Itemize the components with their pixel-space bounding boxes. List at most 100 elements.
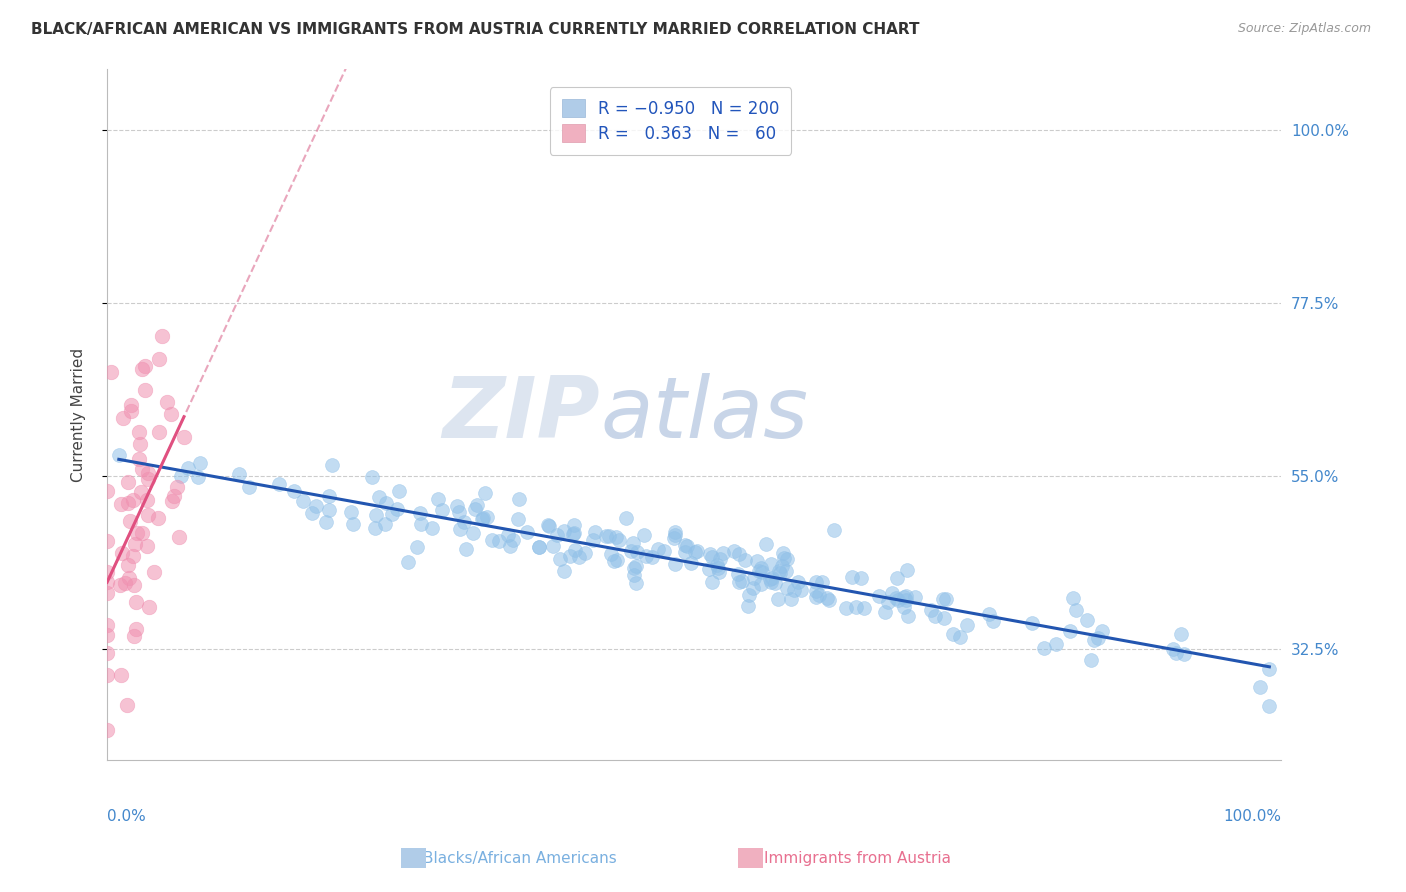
Point: [1064, 603, 1087, 617]
Point: [340, 505, 363, 519]
Point: [769, 566, 792, 581]
Point: [267, 477, 290, 491]
Point: [134, 359, 156, 374]
Point: [117, 558, 139, 573]
Point: [110, 497, 132, 511]
Point: [553, 564, 575, 578]
Point: [956, 617, 979, 632]
Point: [315, 515, 337, 529]
Point: [758, 572, 780, 586]
Point: [707, 566, 730, 580]
Point: [117, 475, 139, 490]
Point: [527, 540, 550, 554]
Point: [118, 514, 141, 528]
Point: [780, 592, 803, 607]
Point: [1021, 615, 1043, 630]
Point: [789, 583, 811, 598]
Point: [128, 425, 150, 439]
Point: [472, 511, 495, 525]
Point: [363, 521, 385, 535]
Point: [100, 365, 122, 379]
Point: [1033, 641, 1056, 656]
Point: [496, 528, 519, 542]
Point: [464, 502, 486, 516]
Point: [606, 552, 628, 566]
Point: [709, 552, 731, 566]
Point: [738, 588, 761, 602]
Point: [623, 536, 645, 550]
Point: [884, 591, 907, 605]
Point: [979, 607, 1001, 621]
Point: [128, 451, 150, 466]
Point: [697, 562, 720, 576]
Text: 100.0%: 100.0%: [1223, 809, 1281, 824]
Point: [131, 485, 153, 500]
Point: [110, 668, 132, 682]
Point: [699, 547, 721, 561]
Point: [652, 544, 675, 558]
Point: [305, 499, 328, 513]
Point: [787, 574, 810, 589]
Point: [806, 591, 828, 605]
Point: [96, 618, 118, 632]
Point: [749, 561, 772, 575]
Point: [461, 526, 484, 541]
Point: [759, 574, 782, 589]
Point: [375, 496, 398, 510]
Point: [623, 567, 645, 582]
Point: [150, 328, 173, 343]
Point: [605, 530, 627, 544]
Point: [108, 448, 131, 462]
Point: [745, 554, 768, 568]
Point: [124, 578, 146, 592]
Point: [673, 545, 696, 559]
Point: [776, 582, 799, 596]
Point: [156, 395, 179, 409]
Text: BLACK/AFRICAN AMERICAN VS IMMIGRANTS FROM AUSTRIA CURRENTLY MARRIED CORRELATION : BLACK/AFRICAN AMERICAN VS IMMIGRANTS FRO…: [31, 22, 920, 37]
Point: [131, 362, 153, 376]
Point: [868, 589, 890, 603]
Point: [818, 593, 841, 607]
Point: [136, 539, 159, 553]
Point: [471, 512, 494, 526]
Point: [623, 561, 645, 575]
Point: [886, 571, 908, 585]
Point: [449, 522, 471, 536]
Point: [238, 480, 260, 494]
Point: [508, 492, 530, 507]
Point: [187, 469, 209, 483]
Point: [772, 550, 794, 565]
Point: [741, 581, 763, 595]
Point: [160, 494, 183, 508]
Point: [120, 398, 142, 412]
Point: [143, 565, 166, 579]
Point: [841, 570, 863, 584]
Point: [815, 591, 838, 606]
Point: [96, 646, 118, 660]
Point: [574, 546, 596, 560]
Point: [134, 384, 156, 398]
Point: [737, 599, 759, 613]
Point: [614, 510, 637, 524]
Point: [851, 571, 873, 585]
Point: [318, 503, 340, 517]
Point: [96, 534, 118, 549]
Point: [877, 595, 900, 609]
Point: [170, 469, 193, 483]
Point: [527, 540, 550, 554]
Point: [772, 546, 794, 560]
Point: [465, 498, 488, 512]
Point: [782, 582, 804, 597]
Point: [136, 472, 159, 486]
Point: [388, 483, 411, 498]
Point: [873, 605, 896, 619]
Point: [396, 556, 419, 570]
Point: [583, 524, 606, 539]
Point: [361, 469, 384, 483]
Point: [1091, 624, 1114, 639]
Point: [96, 575, 118, 590]
Y-axis label: Currently Married: Currently Married: [72, 347, 86, 482]
Point: [1173, 647, 1195, 661]
Text: Source: ZipAtlas.com: Source: ZipAtlas.com: [1237, 22, 1371, 36]
Point: [548, 552, 571, 566]
